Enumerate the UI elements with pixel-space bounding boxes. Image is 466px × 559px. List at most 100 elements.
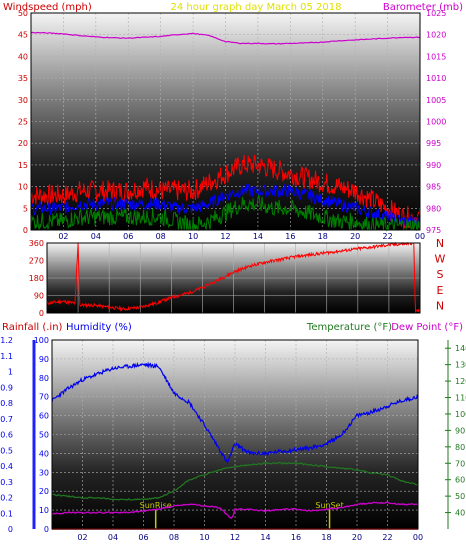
- rainfall-tick-label: 0.8: [0, 399, 13, 408]
- wind-panel-series: [30, 31, 421, 232]
- compass-direction-label: E: [437, 284, 444, 297]
- direction-series-line: [46, 241, 421, 314]
- temperature-y-ticks: 40 50 60 70 80 90 100 110 120 130 140: [445, 344, 466, 518]
- humidity-x-tick-label: 20: [352, 533, 362, 542]
- wind-x-tick-label: 10: [188, 232, 198, 241]
- rainfall-y-ticks: 0 0.1 0.2 0.3 0.4 0.5 0.6 0.7 0.8 0.9 1 1.1 1.2: [0, 336, 13, 534]
- humidity-tick-label: 30: [39, 468, 49, 477]
- barometer-tick-label: 1015: [426, 52, 446, 61]
- humidity-x-tick-label: 12: [230, 533, 240, 542]
- rainfall-tick-label: 0.1: [0, 509, 13, 518]
- compass-direction-label: N: [436, 237, 444, 250]
- rainfall-tick-label: 0.5: [0, 446, 13, 455]
- temperature-tick-label: 100: [455, 410, 466, 419]
- rainfall-tick-label: 0.9: [0, 383, 13, 392]
- direction-tick-label: 0: [39, 309, 44, 318]
- humidity-tick-label: 50: [39, 431, 49, 440]
- wind-panel-x-ticks: 02 04 06 08 10 12 14 16 18 20 22 00: [58, 232, 425, 241]
- barometer-tick-label: 1005: [426, 96, 446, 105]
- windspeed-tick-label: 20: [18, 139, 28, 148]
- humidity-tick-label: 70: [39, 393, 49, 402]
- humidity-x-tick-label: 16: [291, 533, 301, 542]
- direction-tick-label: 270: [29, 257, 44, 266]
- rainfall-tick-label: 1.1: [0, 352, 13, 361]
- barometer-tick-label: 975: [426, 226, 441, 235]
- wind-x-tick-label: 06: [123, 232, 133, 241]
- temperature-tick-label: 130: [455, 361, 466, 370]
- windspeed-tick-label: 25: [18, 118, 28, 127]
- windspeed-tick-label: 40: [18, 52, 28, 61]
- sun-event-label: SunSet: [315, 501, 343, 510]
- humidity-panel-x-ticks: 02 04 06 08 10 12 14 16 18 20 22 00: [77, 533, 423, 542]
- barometer-tick-label: 1020: [426, 31, 446, 40]
- temperature-tick-label: 60: [455, 476, 465, 485]
- humidity-tick-label: 90: [39, 355, 49, 364]
- temperature-tick-label: 70: [455, 459, 465, 468]
- humidity-x-tick-label: 08: [169, 533, 179, 542]
- temperature-tick-label: 110: [455, 394, 466, 403]
- wind-x-tick-label: 08: [156, 232, 166, 241]
- windspeed-y-ticks: 0 5 10 15 20 25 30 35 40 45 50: [18, 9, 28, 235]
- rainfall-tick-label: 0.7: [0, 415, 13, 424]
- compass-direction-label: W: [435, 253, 446, 266]
- wind-panel-grid: [31, 13, 420, 230]
- wind-x-tick-label: 18: [318, 232, 328, 241]
- windspeed-tick-label: 45: [18, 31, 28, 40]
- compass-direction-label: S: [437, 268, 444, 281]
- humidity-tick-label: 80: [39, 374, 49, 383]
- windspeed-tick-label: 0: [23, 226, 28, 235]
- humidity-tick-label: 0: [44, 525, 49, 534]
- humidity-x-tick-label: 14: [260, 533, 270, 542]
- direction-tick-label: 90: [34, 292, 44, 301]
- temperature-tick-label: 120: [455, 377, 466, 386]
- temperature-tick-label: 140: [455, 344, 466, 353]
- humidity-series-line: [51, 361, 419, 464]
- windspeed-tick-label: 30: [18, 96, 28, 105]
- humidity-x-tick-label: 10: [199, 533, 209, 542]
- humidity-tick-label: 20: [39, 487, 49, 496]
- humidity-tick-label: 10: [39, 506, 49, 515]
- barometer-tick-label: 985: [426, 183, 441, 192]
- wind-x-tick-label: 16: [285, 232, 295, 241]
- wind-x-tick-label: 04: [91, 232, 101, 241]
- humidity-x-tick-label: 02: [77, 533, 87, 542]
- windspeed-tick-label: 35: [18, 74, 28, 83]
- direction-tick-label: 360: [29, 239, 44, 248]
- humidity-tick-label: 40: [39, 449, 49, 458]
- windspeed-tick-label: 50: [18, 9, 28, 18]
- barometer-tick-label: 990: [426, 161, 441, 170]
- humidity-x-tick-label: 18: [321, 533, 331, 542]
- humidity-x-tick-label: 04: [108, 533, 118, 542]
- direction-panel-grid: [47, 243, 420, 313]
- wind-x-tick-label: 14: [253, 232, 263, 241]
- rainfall-tick-label: 1.2: [0, 336, 13, 345]
- temperature-tick-label: 40: [455, 509, 465, 518]
- windspeed-tick-label: 15: [18, 161, 28, 170]
- temperature-series-line: [51, 461, 419, 501]
- rainfall-tick-label: 0.6: [0, 431, 13, 440]
- chart-main-title: 24 hour graph day March 05 2018: [170, 2, 341, 13]
- wind-x-tick-label: 12: [220, 232, 230, 241]
- temperature-tick-label: 80: [455, 443, 465, 452]
- rainfall-tick-label: 0: [8, 525, 13, 534]
- avg-series-line: [30, 183, 421, 228]
- sun-event-label: SunRise: [140, 501, 172, 510]
- direction-tick-label: 180: [29, 274, 44, 283]
- direction-panel-frame: [46, 242, 421, 314]
- humidity-tick-label: 100: [34, 336, 49, 345]
- rainfall-axis-title: Rainfall (.in): [2, 322, 63, 333]
- direction-panel-series: [46, 241, 421, 314]
- humidity-tick-label: 60: [39, 412, 49, 421]
- rainfall-tick-label: 0.4: [0, 462, 13, 471]
- rainfall-tick-label: 0.2: [0, 494, 13, 503]
- wind-x-tick-label: 20: [350, 232, 360, 241]
- humidity-panel-grid: [52, 340, 418, 529]
- humidity-x-tick-label: 00: [413, 533, 423, 542]
- humidity-x-tick-label: 22: [382, 533, 392, 542]
- temperature-axis-title: Temperature (°F): [306, 322, 392, 333]
- barometer-series-line: [30, 31, 421, 45]
- wind-x-tick-label: 22: [382, 232, 392, 241]
